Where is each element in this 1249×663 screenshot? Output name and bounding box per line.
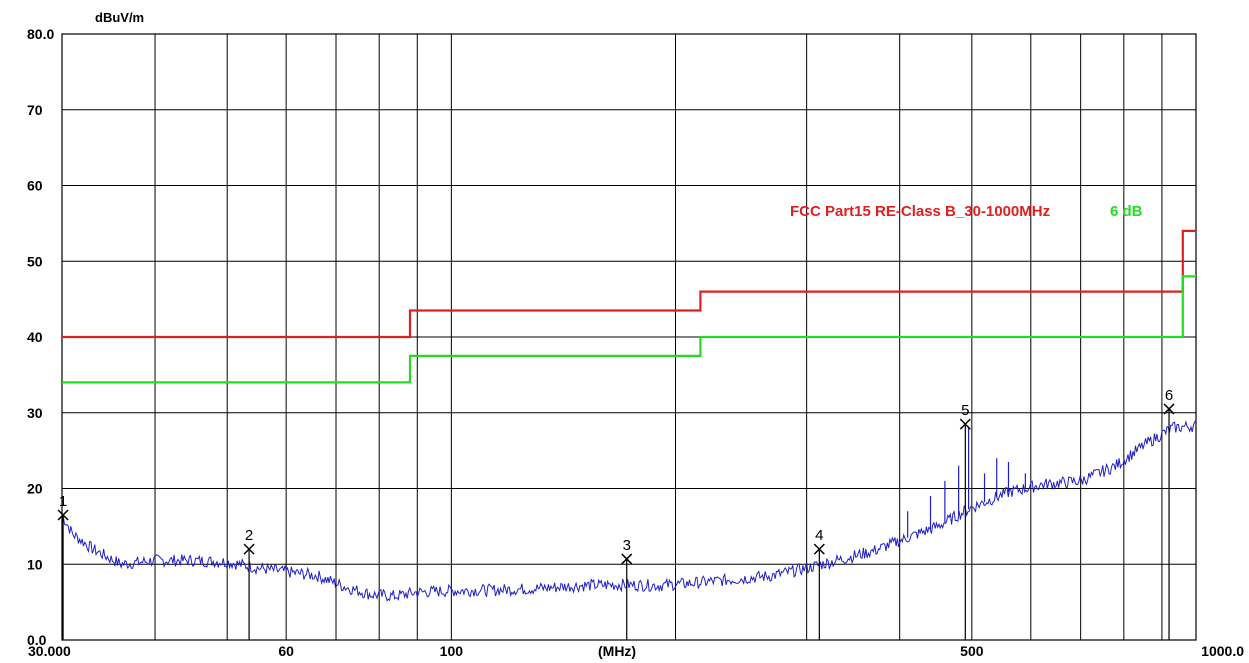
y-tick-label: 60 xyxy=(27,178,43,194)
marker-label: 4 xyxy=(815,527,823,544)
chart-legend: FCC Part15 RE-Class B_30-1000MHz 6 dB xyxy=(790,203,1143,220)
y-tick-label: 80.0 xyxy=(27,26,54,42)
marker-label: 1 xyxy=(59,493,67,510)
marker-label: 5 xyxy=(961,402,969,419)
y-tick-label: 30 xyxy=(27,405,43,421)
y-axis-unit: dBuV/m xyxy=(95,10,144,25)
x-axis-unit: (MHz) xyxy=(598,643,636,659)
legend-limit-text: FCC Part15 RE-Class B_30-1000MHz xyxy=(790,203,1050,220)
y-tick-label: 50 xyxy=(27,253,43,269)
x-tick-label: 500 xyxy=(960,643,984,659)
marker-cross xyxy=(243,543,255,555)
y-tick-label: 0.0 xyxy=(27,632,47,648)
limit-line xyxy=(62,229,1196,339)
x-tick-label: 30.000 xyxy=(28,643,71,659)
legend-margin-text: 6 dB xyxy=(1110,203,1143,220)
marker-cross xyxy=(621,553,633,565)
y-tick-label: 20 xyxy=(27,481,43,497)
y-axis-ticks: 0.0 10 20 30 40 50 60 70 80.0 xyxy=(27,26,54,648)
y-tick-label: 40 xyxy=(27,329,43,345)
marker-label: 3 xyxy=(623,537,631,554)
marker-cross xyxy=(813,543,825,555)
marker-cross xyxy=(959,418,971,430)
marker-cross xyxy=(57,509,69,521)
x-tick-label: 100 xyxy=(440,643,464,659)
measurement-trace xyxy=(61,420,1197,602)
x-tick-label: 1000.0 xyxy=(1201,643,1244,659)
marker-label: 6 xyxy=(1165,387,1173,404)
marker-label: 2 xyxy=(245,527,253,544)
margin-line xyxy=(62,275,1196,384)
y-tick-label: 10 xyxy=(27,556,43,572)
marker-cross xyxy=(1163,403,1175,415)
x-axis-ticks: 30.000 60 100 500 1000.0 xyxy=(28,643,1244,659)
y-tick-label: 70 xyxy=(27,102,43,118)
chart-markers: 1 2 3 4 5 6 xyxy=(57,387,1175,640)
x-tick-label: 60 xyxy=(278,643,294,659)
chart-series xyxy=(61,229,1197,602)
